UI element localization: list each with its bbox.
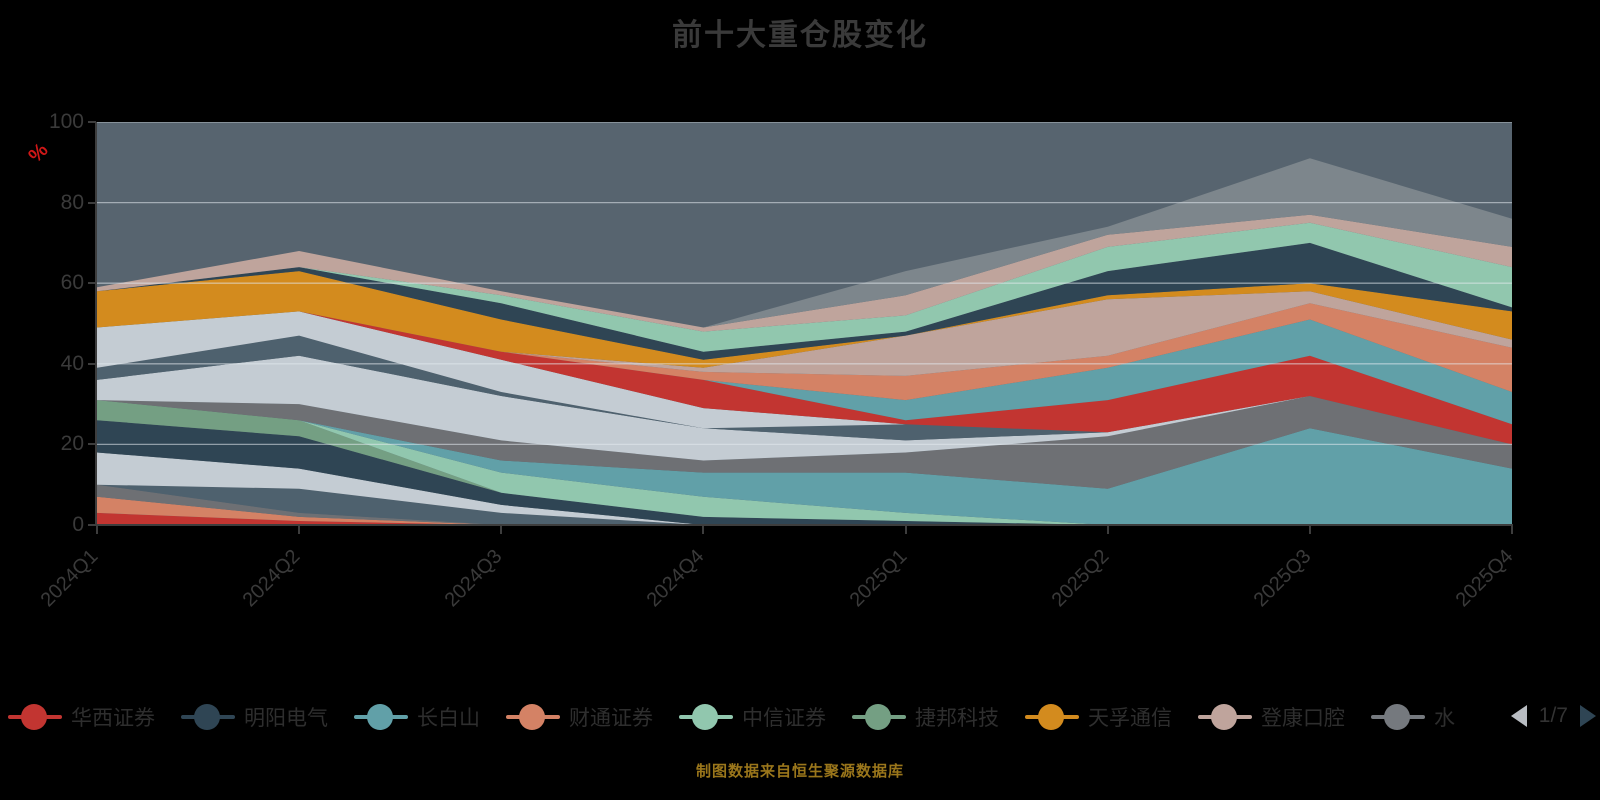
area-series-4[interactable] <box>97 452 1512 526</box>
x-tick-label-2024Q1: 2024Q1 <box>36 545 103 612</box>
percent-unit-label: % <box>24 139 53 168</box>
area-series-12[interactable] <box>97 311 1512 445</box>
area-series-20[interactable] <box>97 214 1512 332</box>
y-axis-line <box>95 122 97 525</box>
legend-item-label: 华西证券 <box>71 707 155 730</box>
x-tick-label-2025Q3: 2025Q3 <box>1249 545 1316 612</box>
legend-item-label: 登康口腔 <box>1261 707 1345 730</box>
legend-page-indicator: 1/7 <box>1538 704 1568 727</box>
x-axis-line <box>96 524 1513 526</box>
legend-item-label: 中信证券 <box>742 707 826 730</box>
legend-item-label: 财通证券 <box>569 707 653 730</box>
legend-item-水[interactable]: 水 <box>1371 702 1455 732</box>
x-tick-label-2025Q4: 2025Q4 <box>1451 545 1518 612</box>
legend-item-明阳电气[interactable]: 明阳电气 <box>181 702 328 732</box>
x-tick-mark <box>904 526 907 534</box>
y-tick-mark <box>88 282 96 285</box>
y-tick-label-0: 0 <box>72 513 84 536</box>
x-tick-mark <box>298 526 301 534</box>
area-series-16[interactable] <box>97 291 1512 376</box>
area-series-19[interactable] <box>97 222 1512 352</box>
x-tick-mark <box>1511 526 1513 534</box>
stacked-area-chart[interactable] <box>97 122 1512 525</box>
area-series-13[interactable] <box>97 311 1512 445</box>
legend-item-label: 长白山 <box>417 707 480 730</box>
area-series-0[interactable] <box>97 512 1512 525</box>
y-tick-label-80: 80 <box>60 190 84 214</box>
legend-item-长白山[interactable]: 长白山 <box>354 702 480 732</box>
legend-item-中信证券[interactable]: 中信证券 <box>679 702 826 732</box>
legend-item-捷邦科技[interactable]: 捷邦科技 <box>852 702 999 732</box>
y-tick-mark <box>88 443 96 446</box>
legend-item-财通证券[interactable]: 财通证券 <box>506 702 653 732</box>
y-tick-label-100: 100 <box>48 110 84 133</box>
legend-marker-icon <box>354 704 408 730</box>
x-tick-mark <box>96 526 98 534</box>
area-series-18[interactable] <box>97 242 1512 360</box>
y-tick-mark <box>88 524 96 526</box>
area-series-10[interactable] <box>97 355 1512 461</box>
legend-marker-icon <box>1198 704 1252 730</box>
x-tick-mark <box>702 526 705 534</box>
area-series-14[interactable] <box>97 311 1512 425</box>
legend-pager: 1/7 <box>1510 704 1596 728</box>
x-tick-mark <box>1308 526 1311 534</box>
legend-item-label: 捷邦科技 <box>915 707 999 730</box>
legend-marker-icon <box>506 704 560 730</box>
legend-item-label: 天孚通信 <box>1088 707 1172 730</box>
legend: 华西证券 明阳电气 长白山 财通证券 中信证券 捷邦科技 天孚通信 登康口腔 水 <box>8 702 1468 732</box>
area-series-5[interactable] <box>97 420 1512 525</box>
legend-marker-icon <box>679 704 733 730</box>
area-series-9[interactable] <box>97 396 1512 489</box>
next-page-icon[interactable] <box>1580 705 1596 727</box>
legend-marker-icon <box>852 704 906 730</box>
legend-item-华西证券[interactable]: 华西证券 <box>8 702 155 732</box>
x-tick-label-2024Q2: 2024Q2 <box>238 545 305 612</box>
legend-marker-icon <box>1371 704 1425 730</box>
x-tick-label-2025Q2: 2025Q2 <box>1047 545 1114 612</box>
x-tick-mark <box>1106 526 1109 534</box>
x-tick-label-2025Q1: 2025Q1 <box>845 545 911 612</box>
y-tick-mark <box>88 121 96 123</box>
x-tick-mark <box>500 526 503 534</box>
y-tick-label-60: 60 <box>60 271 84 295</box>
x-tick-label-2024Q4: 2024Q4 <box>642 545 709 612</box>
legend-item-登康口腔[interactable]: 登康口腔 <box>1198 702 1345 732</box>
x-tick-label-2024Q3: 2024Q3 <box>440 545 507 612</box>
y-tick-label-20: 20 <box>60 432 84 456</box>
legend-item-天孚通信[interactable]: 天孚通信 <box>1025 702 1172 732</box>
area-series-8[interactable] <box>97 400 1512 525</box>
area-series-3[interactable] <box>97 484 1512 525</box>
y-tick-mark <box>88 201 96 204</box>
y-tick-mark <box>88 362 96 365</box>
data-source-caption: 制图数据来自恒生聚源数据库 <box>695 763 904 780</box>
legend-marker-icon <box>181 704 235 730</box>
area-series-11[interactable] <box>97 335 1512 445</box>
area-series-15[interactable] <box>97 303 1512 401</box>
legend-marker-icon <box>1025 704 1079 730</box>
y-tick-label-40: 40 <box>60 351 84 375</box>
area-series-17[interactable] <box>97 271 1512 368</box>
legend-item-label: 明阳电气 <box>244 707 328 730</box>
prev-page-icon[interactable] <box>1510 705 1527 727</box>
chart-title: 前十大重仓股变化 <box>672 19 928 52</box>
legend-item-label: 水 <box>1434 707 1455 730</box>
legend-marker-icon <box>8 704 62 730</box>
plot-area[interactable] <box>97 122 1512 525</box>
